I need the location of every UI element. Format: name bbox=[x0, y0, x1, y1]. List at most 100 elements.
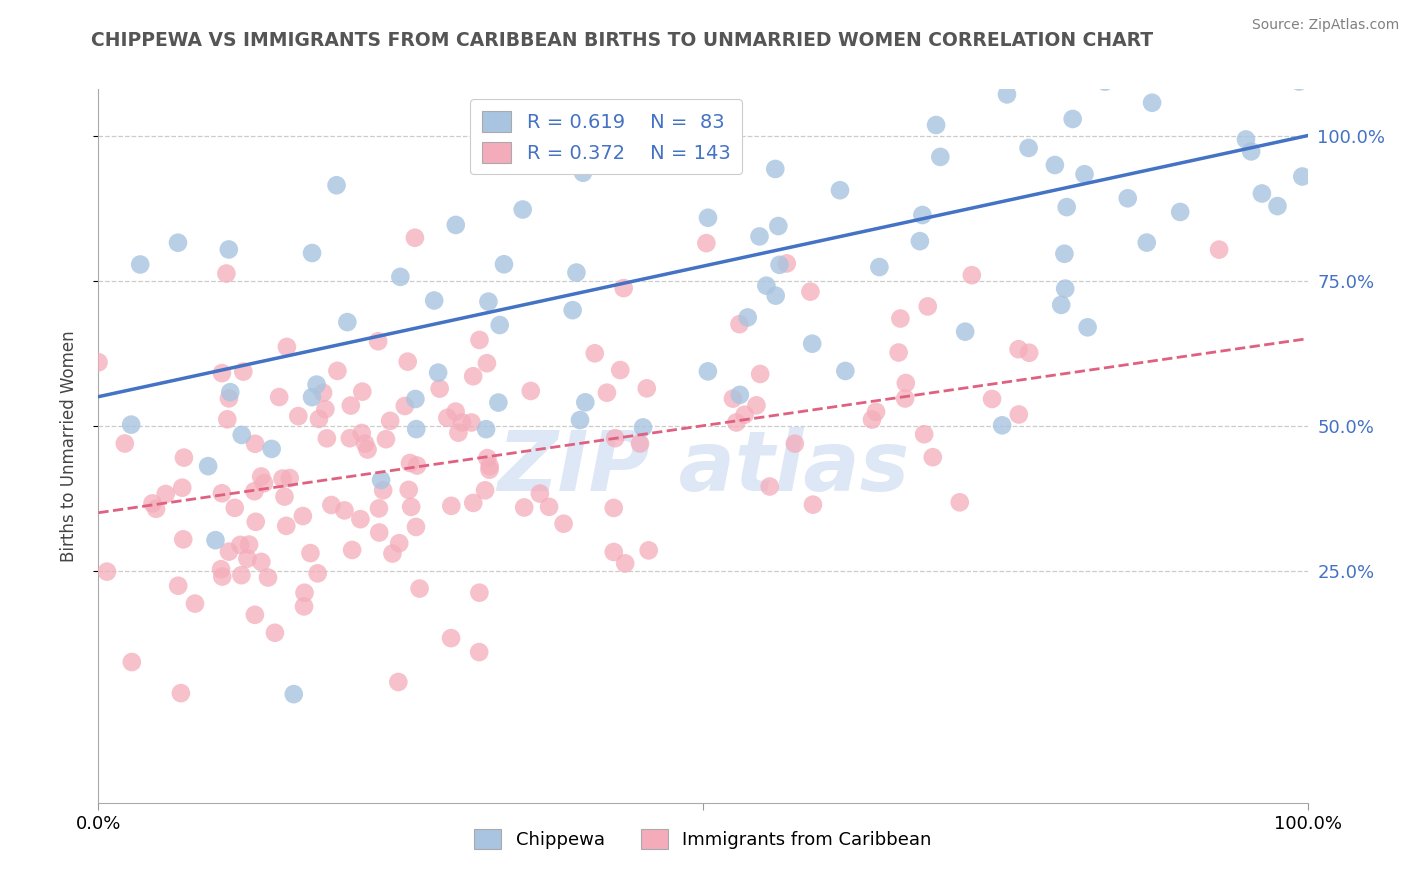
Point bbox=[1094, 74, 1116, 88]
Point bbox=[1054, 282, 1077, 296]
Point bbox=[243, 607, 266, 622]
Point bbox=[512, 202, 534, 217]
Point bbox=[321, 498, 343, 512]
Point bbox=[468, 645, 491, 659]
Point bbox=[860, 412, 883, 426]
Point bbox=[231, 568, 253, 582]
Point bbox=[269, 390, 291, 404]
Point bbox=[340, 543, 363, 558]
Point bbox=[394, 399, 416, 413]
Point bbox=[574, 395, 596, 409]
Point bbox=[451, 416, 474, 430]
Point bbox=[243, 484, 266, 499]
Point bbox=[921, 450, 943, 465]
Text: CHIPPEWA VS IMMIGRANTS FROM CARIBBEAN BIRTHS TO UNMARRIED WOMEN CORRELATION CHAR: CHIPPEWA VS IMMIGRANTS FROM CARIBBEAN BI… bbox=[91, 31, 1153, 50]
Point bbox=[406, 458, 429, 473]
Point bbox=[218, 243, 240, 257]
Point bbox=[155, 487, 177, 501]
Point bbox=[737, 310, 759, 325]
Point bbox=[834, 364, 856, 378]
Point bbox=[373, 483, 395, 498]
Point bbox=[1240, 145, 1263, 159]
Point bbox=[616, 136, 638, 150]
Point bbox=[423, 293, 446, 308]
Point bbox=[398, 483, 420, 497]
Point bbox=[628, 436, 651, 450]
Point bbox=[307, 566, 329, 581]
Point bbox=[1234, 132, 1257, 146]
Point bbox=[294, 586, 316, 600]
Point bbox=[229, 538, 252, 552]
Point bbox=[444, 218, 467, 232]
Point bbox=[783, 436, 806, 450]
Point bbox=[949, 495, 972, 509]
Point bbox=[801, 336, 824, 351]
Point bbox=[121, 655, 143, 669]
Point bbox=[405, 422, 427, 436]
Legend: Chippewa, Immigrants from Caribbean: Chippewa, Immigrants from Caribbean bbox=[465, 820, 941, 858]
Point bbox=[374, 432, 396, 446]
Point bbox=[586, 119, 609, 133]
Point bbox=[519, 384, 541, 398]
Point bbox=[354, 436, 377, 450]
Point bbox=[287, 409, 309, 423]
Point bbox=[1062, 112, 1084, 126]
Point bbox=[1208, 243, 1230, 257]
Point bbox=[260, 442, 283, 456]
Point bbox=[981, 392, 1004, 406]
Point bbox=[1018, 345, 1040, 359]
Point bbox=[603, 500, 626, 515]
Point bbox=[405, 520, 427, 534]
Point bbox=[264, 625, 287, 640]
Point bbox=[912, 427, 935, 442]
Point bbox=[991, 418, 1014, 433]
Point bbox=[114, 436, 136, 450]
Point bbox=[799, 285, 821, 299]
Point bbox=[129, 258, 152, 272]
Point bbox=[440, 499, 463, 513]
Point bbox=[399, 500, 422, 514]
Point bbox=[1140, 95, 1163, 110]
Point bbox=[583, 346, 606, 360]
Point bbox=[427, 366, 450, 380]
Point bbox=[745, 398, 768, 412]
Point bbox=[894, 376, 917, 390]
Point bbox=[488, 318, 510, 332]
Point bbox=[167, 235, 190, 250]
Point bbox=[257, 570, 280, 584]
Point bbox=[1073, 167, 1095, 181]
Point bbox=[215, 267, 238, 281]
Point bbox=[749, 367, 772, 381]
Point bbox=[399, 456, 422, 470]
Point bbox=[1116, 191, 1139, 205]
Point bbox=[336, 315, 359, 329]
Point bbox=[253, 476, 276, 491]
Point bbox=[278, 471, 301, 485]
Point bbox=[728, 388, 751, 402]
Point bbox=[1008, 408, 1031, 422]
Point bbox=[640, 122, 662, 136]
Point bbox=[308, 412, 330, 426]
Point bbox=[271, 472, 294, 486]
Point bbox=[436, 410, 458, 425]
Point bbox=[758, 479, 780, 493]
Point bbox=[1056, 200, 1078, 214]
Point bbox=[486, 395, 509, 409]
Point bbox=[475, 356, 498, 370]
Point bbox=[748, 229, 770, 244]
Point bbox=[1168, 205, 1191, 219]
Point bbox=[596, 385, 619, 400]
Point bbox=[960, 268, 983, 282]
Point bbox=[929, 150, 952, 164]
Point bbox=[408, 582, 430, 596]
Point bbox=[245, 515, 267, 529]
Point bbox=[828, 183, 851, 197]
Point bbox=[219, 385, 242, 400]
Point bbox=[387, 675, 409, 690]
Point bbox=[291, 509, 314, 524]
Point bbox=[211, 486, 233, 500]
Point bbox=[1073, 63, 1095, 78]
Point bbox=[603, 431, 626, 445]
Point bbox=[404, 231, 426, 245]
Point bbox=[339, 431, 361, 445]
